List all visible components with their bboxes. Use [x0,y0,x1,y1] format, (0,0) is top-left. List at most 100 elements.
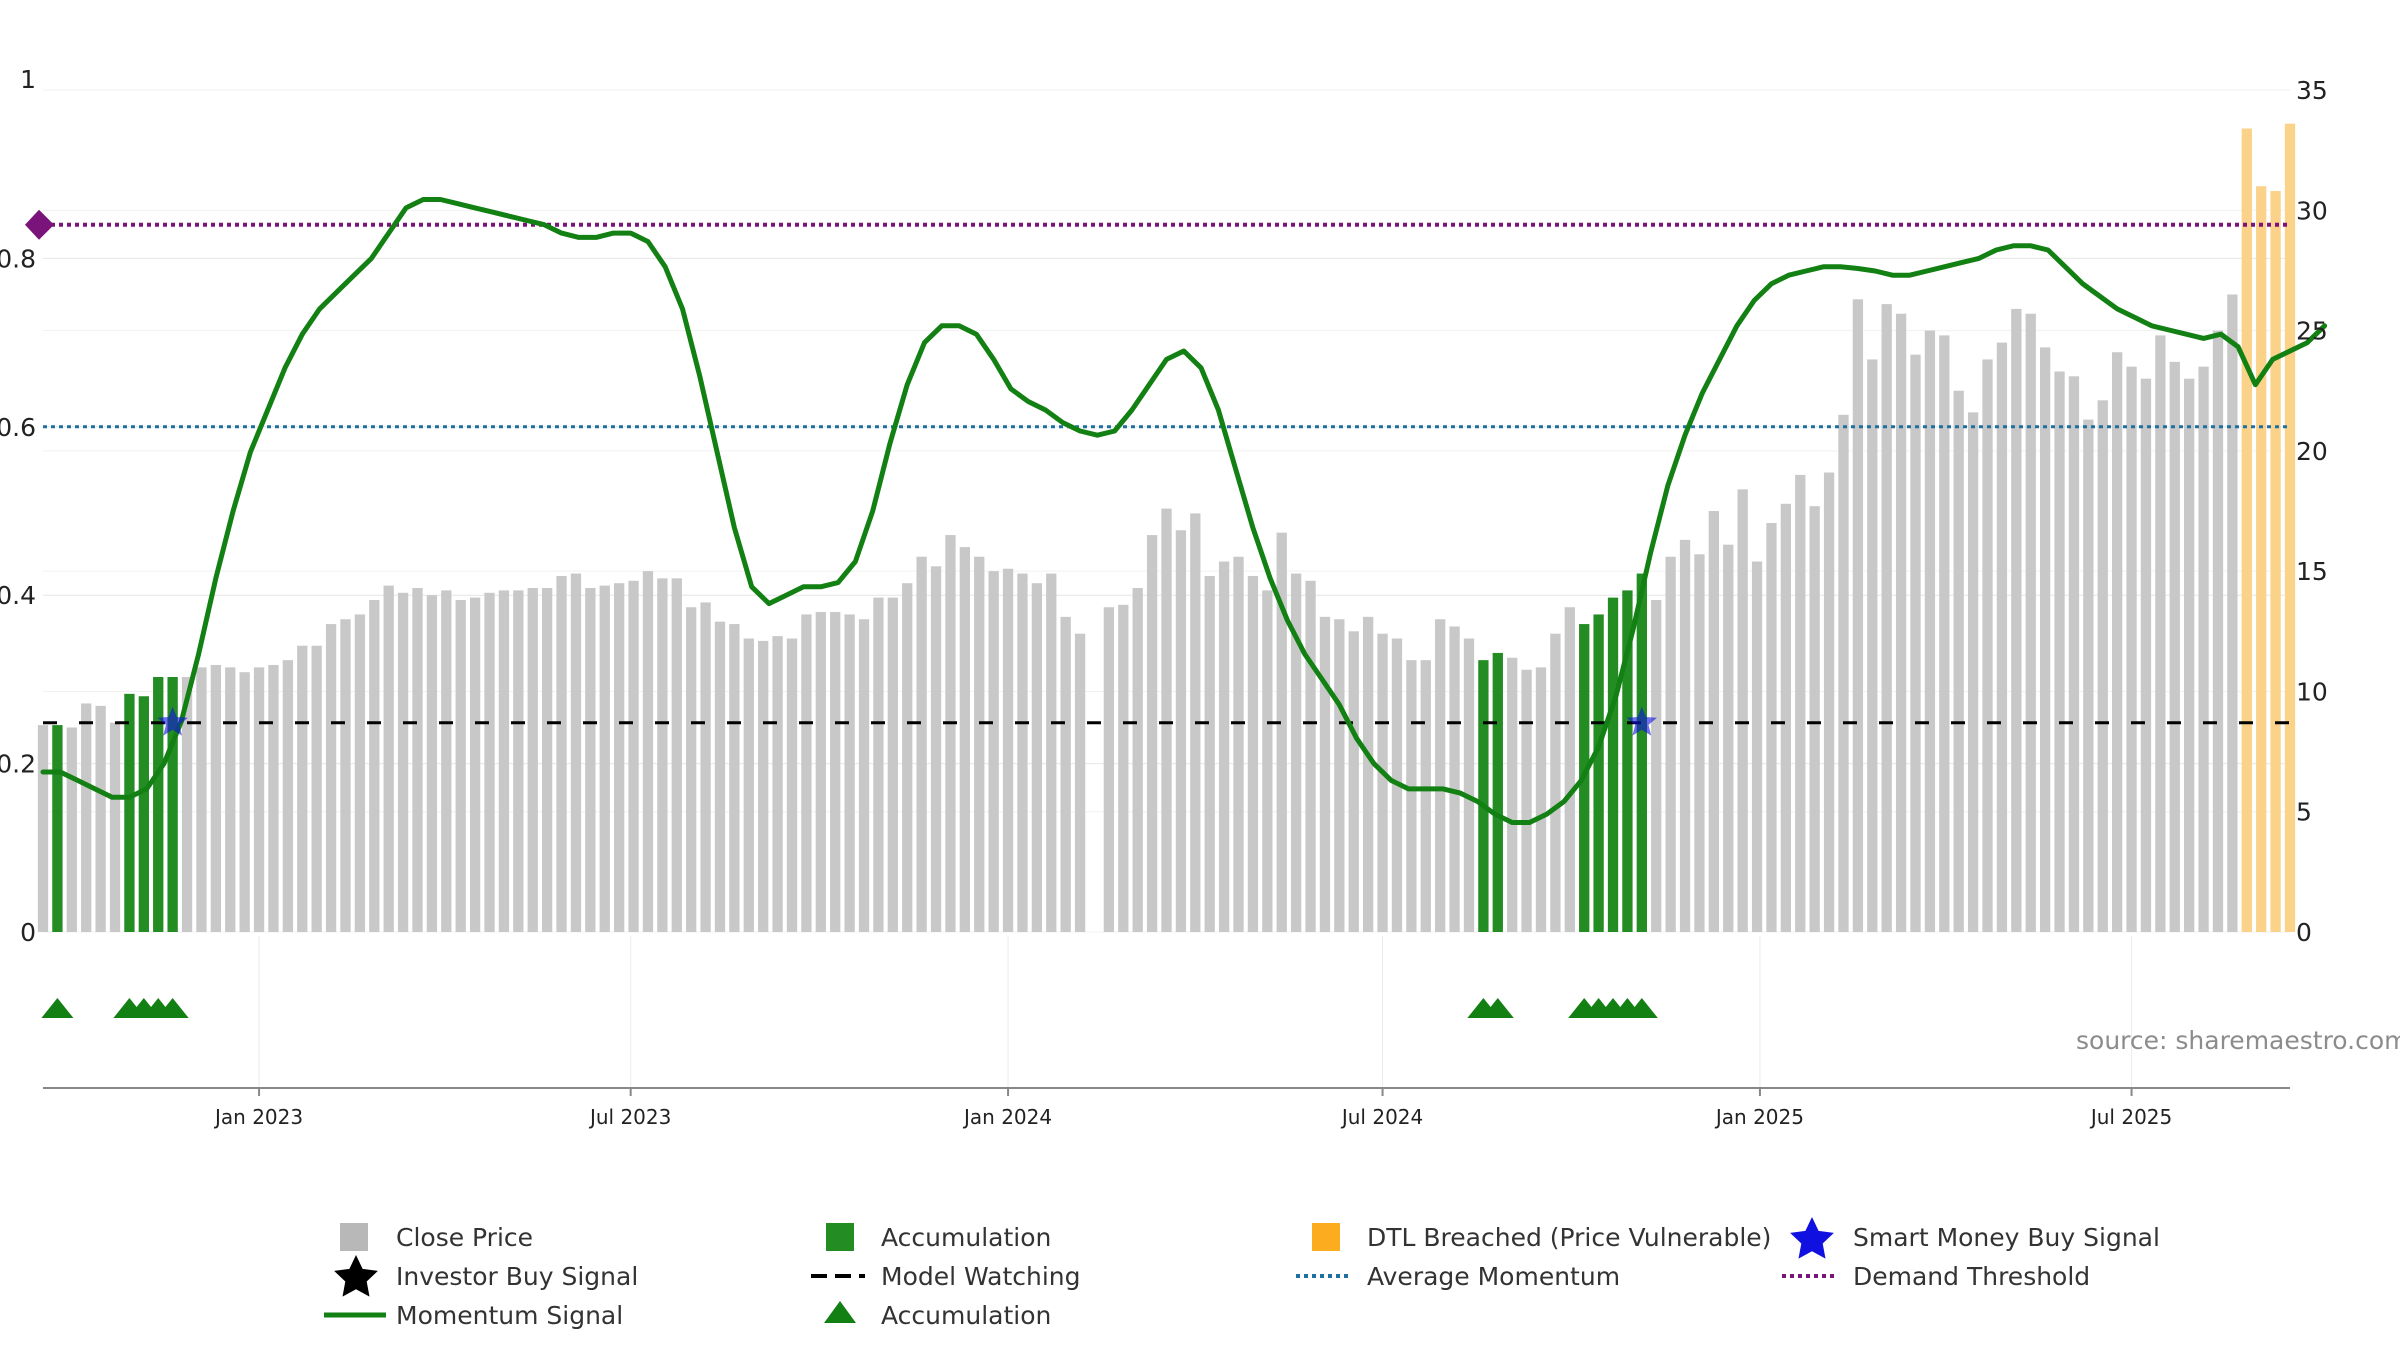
price-bar [1017,573,1028,932]
price-bar [974,556,985,932]
smart-money-buy-star [157,706,188,736]
price-bar [153,676,164,932]
price-bar [1492,652,1503,932]
price-bar [2011,308,2022,932]
price-bar [469,597,481,932]
right-tick-label: 20 [2296,437,2328,466]
price-bar [2083,419,2094,932]
price-bar [2184,378,2195,933]
price-bar [1247,575,1259,932]
price-bar [138,696,149,932]
price-bar [570,573,582,932]
price-bar [1852,299,1864,933]
price-bar [225,667,236,932]
price-bar [1651,600,1662,932]
source-label: source: sharemaestro.com [2076,1026,2400,1055]
legend-accumulation-swatch [826,1223,854,1251]
price-bar [556,575,567,932]
price-bar [1118,604,1129,932]
price-bar [1031,583,1043,932]
price-bar [1967,412,1979,932]
gridlines [43,89,2290,1088]
price-bar [1233,556,1244,932]
price-bar [124,693,135,932]
price-bar [1363,616,1374,932]
price-bar [686,607,697,932]
price-bar [1564,607,1575,932]
price-bar [325,624,337,932]
price-bar [858,619,870,932]
price-bar [2256,186,2267,932]
price-bar [1665,556,1676,932]
x-tick-label: Jan 2025 [1714,1105,1804,1129]
price-bar [513,590,524,932]
price-bar [873,597,884,932]
price-bar [599,585,610,932]
right-tick-label: 0 [2296,918,2312,947]
price-bar [1809,506,1820,932]
legend-accumulation-signal: Accumulation [881,1301,1051,1330]
price-bar [297,645,308,932]
right-tick-label: 25 [2296,317,2328,346]
price-bar [527,587,538,932]
right-tick-label: 15 [2296,557,2328,586]
price-bar [844,614,855,932]
price-bar [1939,335,1950,933]
legend-dtl-swatch [1312,1223,1340,1251]
price-bar [1982,359,1993,932]
price-bar [1074,633,1086,932]
price-bar [1103,607,1115,932]
price-bar [772,636,783,932]
price-bar [1780,503,1792,932]
price-bar [1449,626,1460,932]
price-bar [1895,313,1907,932]
legend-accumulation: Accumulation [881,1223,1051,1252]
price-bar [642,571,654,932]
price-bar [743,638,754,932]
price-bar [1060,616,1071,932]
price-bar [1161,508,1172,932]
price-bar [340,619,351,932]
price-bar [1550,633,1561,932]
price-bar [1708,511,1719,932]
price-bar [441,590,452,932]
price-bar [498,590,510,932]
right-tick-label: 30 [2296,196,2328,225]
price-bar [2284,123,2296,933]
price-bar [1276,532,1287,932]
price-bar [2126,366,2137,933]
price-bar [887,597,898,932]
price-bar [1334,619,1345,932]
price-bar [1737,489,1748,932]
price-bar [1795,474,1806,932]
price-bar [109,722,121,932]
legend-dtl-breached: DTL Breached (Price Vulnerable) [1367,1223,1771,1252]
price-bar [1218,561,1230,932]
price-bar [801,614,812,932]
legend-close-price: Close Price [396,1223,533,1252]
price-bar [945,535,956,932]
price-bar [95,705,106,932]
price-bar [1146,535,1158,932]
price-bar [1348,631,1359,932]
legend-model-watching: Model Watching [881,1262,1081,1291]
price-bar [1679,539,1691,932]
price-bar [1435,619,1446,932]
smart-money-buy-star [1626,706,1657,736]
price-bar [2068,376,2080,932]
legend-momentum-signal: Momentum Signal [396,1301,623,1330]
price-bar [1002,568,1014,932]
legend: Close Price Accumulation DTL Breached (P… [324,1217,2160,1330]
price-bar [1175,530,1187,932]
price-bar [1867,359,1878,932]
price-bar [671,578,682,932]
price-bar [988,571,999,932]
price-bar [1132,587,1143,932]
legend-demand-threshold: Demand Threshold [1853,1262,2090,1291]
price-bar [1622,590,1633,932]
price-bar [700,602,711,932]
price-bar [815,612,826,932]
price-bar [830,612,841,932]
right-tick-label: 5 [2296,798,2312,827]
price-bar [1593,614,1604,932]
